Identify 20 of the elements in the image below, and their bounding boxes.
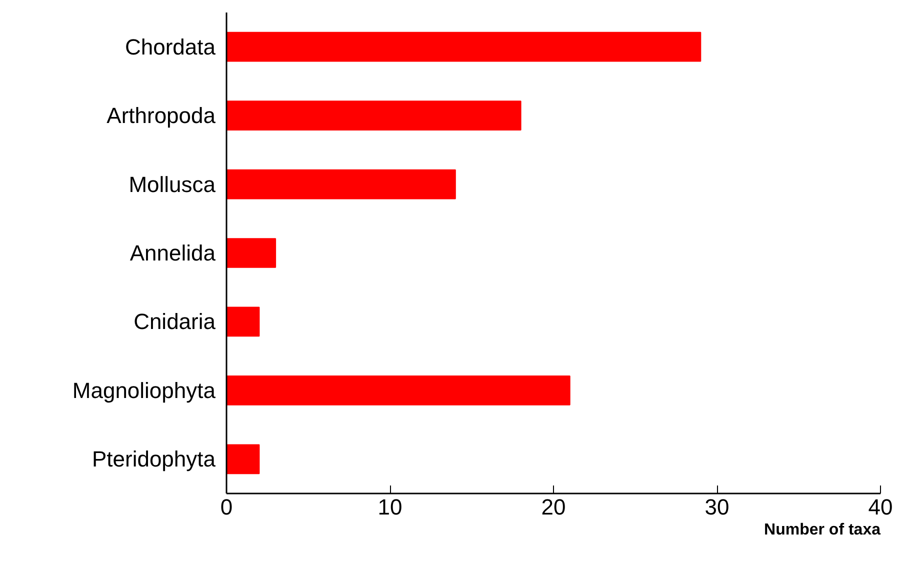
x-tick-label: 0 <box>220 494 233 520</box>
bar <box>226 306 260 337</box>
y-tick-label: Arthropoda <box>106 103 216 128</box>
y-tick-label: Chordata <box>124 34 216 60</box>
bar <box>226 169 456 200</box>
bar <box>226 100 522 130</box>
x-tick-label: 20 <box>541 494 566 520</box>
bar <box>226 32 702 62</box>
bar <box>226 376 570 406</box>
x-tick-label: 30 <box>704 494 730 520</box>
x-tick-label: 40 <box>868 494 893 520</box>
bar <box>226 444 260 474</box>
y-tick-label: Pteridophyta <box>92 446 216 472</box>
y-tick-label: Magnoliophyta <box>72 378 216 403</box>
x-tick-label: 10 <box>378 494 402 520</box>
bar <box>226 238 276 268</box>
x-axis-title: Number of taxa <box>764 522 881 538</box>
y-tick-label: Cnidaria <box>134 309 216 334</box>
y-tick-label: Mollusca <box>128 172 216 197</box>
y-tick-label: Annelida <box>130 240 216 266</box>
